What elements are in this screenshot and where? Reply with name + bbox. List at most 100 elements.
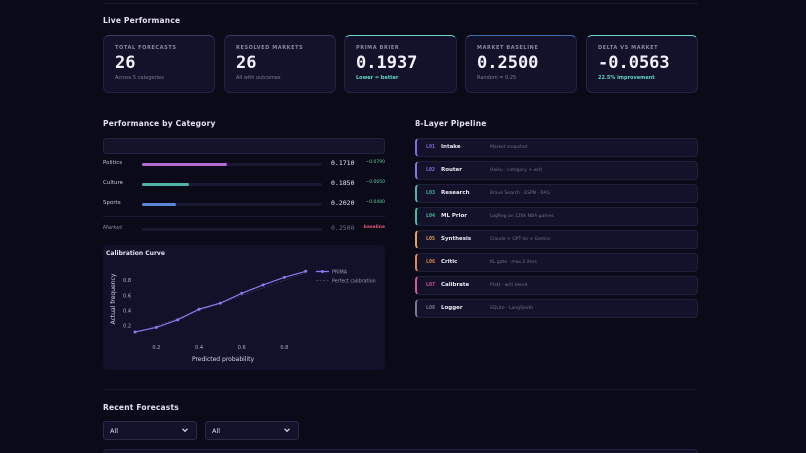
prima-series-line	[134, 270, 306, 333]
layer-code: L07	[426, 282, 436, 288]
score-track	[142, 183, 322, 186]
prima-data-point	[176, 318, 180, 322]
legend-perfect-calibration: Perfect calibration	[332, 279, 376, 285]
layer-code: L08	[426, 305, 436, 311]
kpi-label: MARKET BASELINE	[477, 45, 539, 51]
layer-name: Logger	[441, 305, 463, 311]
kpi-value: 0.1937	[356, 53, 418, 73]
layer-name: Synthesis	[441, 236, 472, 242]
kpi-value: 0.2500	[477, 53, 539, 73]
pipeline-layer-ml-prior[interactable]: L04 ML Prior LogReg on 126k NBA games	[415, 207, 698, 226]
category-delta: −0.0790	[365, 160, 385, 165]
kpi-sub: Random = 0.25	[477, 75, 517, 81]
category-score: 0.1850	[331, 179, 355, 187]
layer-name: Research	[441, 190, 470, 196]
layer-name: Intake	[441, 144, 461, 150]
layer-name: ML Prior	[441, 213, 468, 219]
layer-desc: SQLite · LangSmith	[490, 306, 534, 311]
layer-desc: Market snapshot	[490, 145, 528, 150]
top-divider	[103, 3, 698, 4]
layer-desc: Haiku · category + w(t)	[490, 168, 543, 173]
pipeline-layer-router[interactable]: L02 Router Haiku · category + w(t)	[415, 161, 698, 180]
layer-name: Calibrate	[441, 282, 470, 288]
filter-select-2[interactable]: All	[205, 421, 299, 440]
layer-code: L03	[426, 190, 436, 196]
kpi-prima-brier: PRIMA BRIER 0.1937 Lower = better	[344, 35, 457, 93]
layer-code: L04	[426, 213, 436, 219]
prima-data-point	[261, 283, 265, 287]
kpi-label: PRIMA BRIER	[356, 45, 400, 51]
kpi-label: RESOLVED MARKETS	[236, 45, 304, 51]
category-filter-input[interactable]	[103, 138, 385, 154]
filter-select-1[interactable]: All	[103, 421, 197, 440]
kpi-accent	[472, 35, 570, 36]
score-track	[142, 163, 322, 166]
layer-code: L05	[426, 236, 436, 242]
x-tick-label: 0.8	[280, 345, 288, 351]
kpi-accent	[351, 35, 450, 36]
category-name: Culture	[103, 180, 124, 186]
prima-data-point	[154, 325, 158, 329]
kpi-label: DELTA VS MARKET	[598, 45, 659, 51]
kpi-value: -0.0563	[598, 53, 670, 73]
kpi-label: TOTAL FORECASTS	[115, 45, 177, 51]
layer-desc: Platt · w(t) blend	[490, 283, 528, 288]
x-tick-label: 0.6	[238, 345, 246, 351]
section-divider	[103, 389, 698, 390]
score-fill	[142, 203, 177, 206]
x-axis-label: Predicted probability	[192, 356, 255, 363]
category-row-culture: Culture 0.1850 −0.0650	[103, 179, 385, 191]
layer-name: Router	[441, 167, 463, 173]
perfect-calibration-line	[134, 272, 306, 334]
y-tick-label: 0.6	[123, 293, 131, 299]
y-tick-label: 0.2	[123, 324, 131, 330]
category-score: 0.2500	[331, 224, 355, 232]
pipeline-layer-calibrate[interactable]: L07 Calibrate Platt · w(t) blend	[415, 276, 698, 295]
kpi-resolved-markets: RESOLVED MARKETS 26 All with outcomes	[224, 35, 336, 93]
layer-code: L01	[426, 144, 436, 150]
category-score: 0.1710	[331, 159, 355, 167]
category-name: Sports	[103, 200, 121, 206]
calibration-chart-card: Calibration Curve 0.2 0.4 0.6 0.8 0.2 0.4 0.6 0…	[103, 245, 385, 370]
layer-code: L06	[426, 259, 436, 265]
score-track	[142, 203, 322, 206]
kpi-market-baseline: MARKET BASELINE 0.2500 Random = 0.25	[465, 35, 577, 93]
pipeline-layer-synthesis[interactable]: L05 Synthesis Claude + GPT-4o + Gemini	[415, 230, 698, 249]
category-name: Politics	[103, 160, 123, 166]
score-fill	[142, 183, 189, 186]
kpi-sub: Across 5 categories	[115, 75, 164, 81]
pipeline-layer-intake[interactable]: L01 Intake Market snapshot	[415, 138, 698, 157]
layer-desc: LogReg on 126k NBA games	[490, 214, 554, 219]
y-tick-label: 0.4	[123, 309, 131, 315]
calibration-chart-title: Calibration Curve	[106, 250, 165, 257]
pipeline-layer-logger[interactable]: L08 Logger SQLite · LangSmith	[415, 299, 698, 318]
kpi-sub: 22.5% improvement	[598, 75, 655, 81]
kpi-value: 26	[236, 53, 257, 73]
layer-name: Critic	[441, 259, 458, 265]
recent-forecasts-table	[103, 449, 698, 453]
kpi-sub: Lower = better	[356, 75, 399, 81]
live-performance-title: Live Performance	[103, 16, 181, 25]
prima-data-point	[218, 301, 222, 305]
kpi-accent	[593, 35, 691, 36]
calibration-chart: 0.2 0.4 0.6 0.8 0.2 0.4 0.6 0.8 Actual frequenc…	[110, 270, 376, 364]
pipeline-layer-critic[interactable]: L06 Critic KL gate · max 2 iters	[415, 253, 698, 272]
score-track	[142, 228, 322, 231]
kpi-accent	[110, 35, 208, 36]
kpi-delta-vs-market: DELTA VS MARKET -0.0563 22.5% improvemen…	[586, 35, 698, 93]
category-title: Performance by Category	[103, 119, 216, 128]
pipeline-layer-research[interactable]: L03 Research Brave Search · ESPN · RAG	[415, 184, 698, 203]
x-tick-label: 0.4	[195, 345, 203, 351]
y-axis-label: Actual frequency	[110, 273, 117, 324]
chart-legend: PRIMA Perfect calibration	[316, 270, 376, 285]
prima-data-point	[282, 275, 286, 279]
prima-data-point	[197, 307, 201, 311]
kpi-accent	[231, 35, 329, 36]
baseline-badge: baseline	[363, 225, 385, 230]
prima-data-point	[240, 291, 244, 295]
category-score: 0.2020	[331, 199, 355, 207]
category-name: Market	[103, 225, 123, 231]
layer-code: L02	[426, 167, 436, 173]
legend-prima: PRIMA	[332, 270, 348, 276]
chevron-down-icon	[284, 428, 290, 433]
